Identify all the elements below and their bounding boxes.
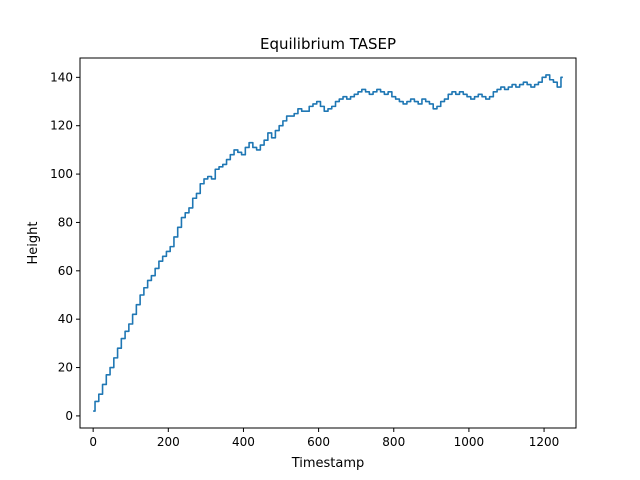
plot-area <box>93 74 563 412</box>
x-tick-label: 1200 <box>529 435 560 449</box>
x-tick-label: 800 <box>382 435 405 449</box>
y-axis: 0 20 40 60 80 100 120 140 <box>50 70 80 423</box>
x-axis-label: Timestamp <box>291 456 365 471</box>
y-tick-label: 60 <box>58 264 73 278</box>
series-line-0 <box>93 74 563 412</box>
x-tick-label: 400 <box>232 435 255 449</box>
y-axis-label: Height <box>26 222 41 265</box>
y-tick-label: 0 <box>65 409 73 423</box>
y-tick-label: 80 <box>58 215 73 229</box>
chart-title: Equilibrium TASEP <box>260 35 396 53</box>
x-tick-label: 600 <box>307 435 330 449</box>
x-tick-label: 0 <box>89 435 97 449</box>
y-tick-label: 40 <box>58 312 73 326</box>
x-axis: 0 200 400 600 800 1000 1200 <box>89 428 559 449</box>
y-tick-label: 140 <box>50 70 73 84</box>
x-tick-label: 200 <box>157 435 180 449</box>
x-tick-label: 1000 <box>454 435 485 449</box>
y-tick-label: 120 <box>50 119 73 133</box>
y-tick-label: 20 <box>58 361 73 375</box>
axes-frame <box>79 57 577 429</box>
y-tick-label: 100 <box>50 167 73 181</box>
